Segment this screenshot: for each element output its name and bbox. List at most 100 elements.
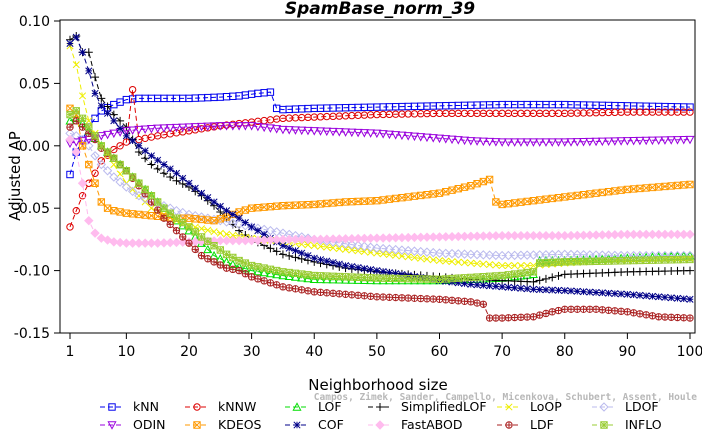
data-point-simplifiedlof [116, 116, 125, 125]
data-point-cof [104, 109, 112, 117]
data-point-ldf [592, 305, 600, 313]
data-point-ldof [178, 207, 188, 218]
data-point-inflo [229, 253, 237, 262]
data-point-odin [422, 133, 432, 143]
legend: kNN kNNW LOF SimplifiedLOF LoOP LDOF ODIN KDEOS… [100, 399, 662, 432]
data-point-kdeos [97, 198, 106, 206]
data-point-loop [473, 260, 481, 268]
series-odin [65, 122, 695, 149]
data-point-ldf [172, 227, 181, 235]
data-point-cof [147, 152, 155, 160]
data-point-odin [128, 126, 138, 135]
data-point-fastabod [547, 230, 557, 241]
data-point-ldf [354, 291, 362, 299]
data-point-ldf [229, 265, 237, 273]
data-point-loop [511, 262, 519, 270]
data-point-knnw [128, 85, 137, 94]
data-point-inflo [141, 185, 149, 194]
data-point-ldf [629, 309, 638, 317]
data-point-inflo [116, 160, 124, 169]
data-point-kdeos [510, 199, 519, 207]
legend-label: LOF [318, 399, 342, 414]
series-inflo [66, 107, 694, 284]
data-point-kdeos [592, 189, 600, 197]
data-point-fastabod [672, 229, 683, 240]
x-tick-label: 80 [556, 344, 574, 360]
legend-marker-kdeos [193, 421, 201, 429]
data-point-inflo [542, 259, 550, 267]
data-point-ldf [197, 252, 206, 260]
data-point-fastabod [591, 230, 601, 240]
data-point-simplifiedlof [266, 244, 275, 253]
data-point-lof [272, 269, 282, 279]
data-point-odin [428, 134, 438, 143]
data-point-inflo [379, 274, 387, 282]
data-point-fastabod [115, 237, 125, 248]
data-point-loop [410, 254, 418, 262]
data-point-inflo [636, 256, 644, 265]
data-point-odin [165, 124, 175, 133]
data-point-odin [572, 138, 582, 147]
data-point-loop [316, 242, 325, 250]
data-point-fastabod [134, 238, 144, 248]
data-point-fastabod [359, 233, 370, 244]
data-point-fastabod [127, 238, 138, 248]
data-point-ldf [423, 295, 431, 303]
data-point-ldf [304, 287, 312, 295]
data-point-cof [573, 287, 581, 295]
data-point-ldf [404, 294, 412, 302]
data-point-ldf [185, 239, 193, 247]
data-point-fastabod [641, 229, 651, 240]
data-point-kdeos [429, 190, 437, 198]
data-point-fastabod [340, 234, 351, 244]
data-point-odin [372, 129, 382, 139]
legend-label: ODIN [133, 417, 166, 432]
data-point-ldof [516, 250, 526, 260]
data-point-odin [178, 123, 188, 133]
data-point-odin [497, 138, 507, 147]
data-point-cof [135, 142, 143, 150]
data-point-fastabod [434, 232, 445, 242]
data-point-fastabod [309, 234, 319, 245]
data-point-loop [392, 251, 400, 259]
data-point-ldf [604, 306, 613, 314]
data-point-simplifiedlof [529, 277, 538, 286]
data-point-cof [373, 267, 381, 275]
data-point-inflo [629, 256, 638, 265]
legend-item-simplifiedlof: SimplifiedLOF [368, 399, 487, 414]
data-point-odin [528, 138, 538, 147]
data-point-loop [204, 226, 212, 234]
x-tick-label: 100 [677, 344, 702, 360]
data-point-cof [154, 156, 162, 164]
data-point-inflo [298, 270, 306, 278]
data-point-cof [492, 282, 500, 290]
legend-marker-knn [108, 403, 116, 411]
data-point-odin [485, 137, 495, 147]
data-point-loop [417, 254, 425, 262]
data-point-cof [216, 202, 224, 210]
data-point-cof [486, 282, 494, 290]
data-point-cof [398, 271, 406, 279]
data-point-fastabod [541, 230, 551, 241]
data-point-kdeos [485, 175, 494, 184]
data-point-loop [448, 258, 456, 266]
data-point-ldof [472, 249, 482, 260]
data-point-ldf [686, 314, 694, 322]
data-point-ldf [485, 314, 494, 322]
series-ldf [66, 117, 694, 322]
data-point-cof [335, 260, 343, 268]
data-point-inflo [517, 269, 525, 278]
x-axis-label: Neighborhood size [308, 376, 447, 394]
data-point-odin [247, 122, 257, 131]
data-point-simplifiedlof [153, 164, 162, 173]
data-point-inflo [611, 257, 619, 265]
data-point-cof [141, 147, 149, 155]
data-point-ldof [503, 250, 514, 261]
legend-label: FastABOD [401, 417, 463, 432]
data-point-kdeos [235, 208, 243, 216]
data-point-loop [141, 198, 149, 206]
data-point-ldf [523, 313, 531, 321]
data-point-inflo [360, 273, 369, 282]
data-point-inflo [329, 272, 337, 281]
data-point-inflo [467, 273, 475, 282]
